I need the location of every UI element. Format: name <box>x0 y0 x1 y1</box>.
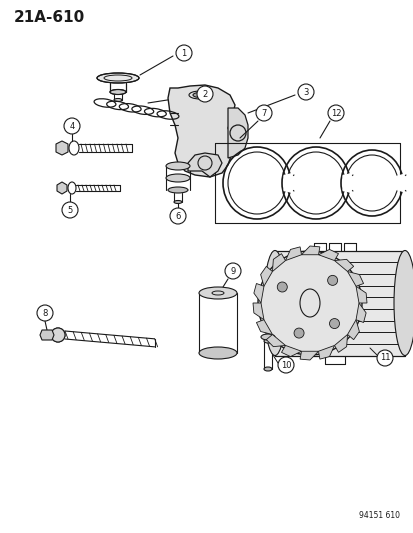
Ellipse shape <box>97 73 139 83</box>
Polygon shape <box>272 254 285 271</box>
Polygon shape <box>256 320 272 335</box>
Ellipse shape <box>263 251 285 356</box>
Ellipse shape <box>114 99 122 101</box>
Polygon shape <box>334 260 353 271</box>
Ellipse shape <box>166 162 190 170</box>
Polygon shape <box>355 303 365 322</box>
Circle shape <box>64 118 80 134</box>
Circle shape <box>224 263 240 279</box>
Wedge shape <box>342 174 351 192</box>
Circle shape <box>37 305 53 321</box>
Text: 8: 8 <box>42 309 47 318</box>
Ellipse shape <box>110 90 126 94</box>
Polygon shape <box>301 246 319 255</box>
Polygon shape <box>318 249 338 261</box>
Circle shape <box>293 328 303 338</box>
Text: 11: 11 <box>379 353 389 362</box>
Text: 1: 1 <box>181 49 186 58</box>
Ellipse shape <box>260 334 274 340</box>
Polygon shape <box>228 108 247 158</box>
Text: 6: 6 <box>175 212 180 221</box>
Polygon shape <box>252 303 263 320</box>
Polygon shape <box>188 153 221 177</box>
Polygon shape <box>318 345 334 359</box>
Text: 4: 4 <box>69 122 74 131</box>
Ellipse shape <box>393 251 413 356</box>
Circle shape <box>376 350 392 366</box>
Text: 10: 10 <box>280 360 291 369</box>
Polygon shape <box>56 141 68 155</box>
Ellipse shape <box>166 174 190 182</box>
Polygon shape <box>281 345 301 357</box>
Polygon shape <box>334 335 347 352</box>
Text: 12: 12 <box>330 109 340 117</box>
Ellipse shape <box>199 347 236 359</box>
Text: 9: 9 <box>230 266 235 276</box>
Polygon shape <box>40 330 54 340</box>
Ellipse shape <box>263 367 271 371</box>
Polygon shape <box>266 335 285 346</box>
Circle shape <box>327 276 337 285</box>
Wedge shape <box>395 174 404 191</box>
Circle shape <box>297 84 313 100</box>
Ellipse shape <box>168 187 188 193</box>
Ellipse shape <box>173 200 182 204</box>
Circle shape <box>197 86 212 102</box>
Circle shape <box>329 319 339 328</box>
Circle shape <box>255 105 271 121</box>
Polygon shape <box>57 182 67 194</box>
Circle shape <box>277 357 293 373</box>
Text: 5: 5 <box>67 206 72 214</box>
Polygon shape <box>355 286 366 303</box>
Circle shape <box>257 251 361 355</box>
Text: 7: 7 <box>261 109 266 117</box>
Circle shape <box>327 105 343 121</box>
Polygon shape <box>299 351 318 360</box>
Ellipse shape <box>263 339 271 343</box>
Polygon shape <box>347 320 358 340</box>
Circle shape <box>277 282 287 292</box>
Polygon shape <box>347 271 363 286</box>
Wedge shape <box>283 174 292 192</box>
Ellipse shape <box>199 287 236 299</box>
Polygon shape <box>168 85 235 177</box>
Ellipse shape <box>51 328 65 342</box>
Bar <box>274 251 404 356</box>
Circle shape <box>62 202 78 218</box>
Polygon shape <box>260 266 272 286</box>
Polygon shape <box>253 284 263 303</box>
Circle shape <box>170 208 185 224</box>
Text: 2: 2 <box>202 90 207 99</box>
Circle shape <box>176 45 192 61</box>
Ellipse shape <box>192 93 206 98</box>
Text: 94151 610: 94151 610 <box>358 511 399 520</box>
Text: 21A-610: 21A-610 <box>14 10 85 25</box>
Polygon shape <box>285 247 301 261</box>
Text: 3: 3 <box>303 87 308 96</box>
